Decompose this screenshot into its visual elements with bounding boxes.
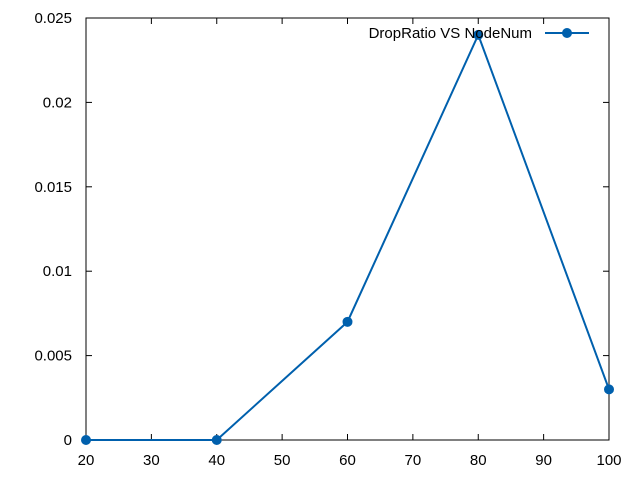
y-axis: 0 0.005 0.01 0.015 0.02 0.025 xyxy=(34,10,609,449)
data-point xyxy=(81,435,91,445)
x-tick-label: 30 xyxy=(143,452,160,469)
x-tick-label: 100 xyxy=(596,452,621,469)
data-point xyxy=(342,316,353,327)
plot-frame xyxy=(85,17,610,441)
y-tick-label: 0.01 xyxy=(43,263,72,280)
y-tick-label: 0.02 xyxy=(43,94,72,111)
data-point xyxy=(473,29,484,40)
y-tick-label: 0.015 xyxy=(34,179,72,196)
x-tick-label: 40 xyxy=(208,452,225,469)
legend-marker xyxy=(562,28,572,38)
y-tick-label: 0.025 xyxy=(34,10,72,27)
x-tick-label: 60 xyxy=(339,452,356,469)
data-point xyxy=(211,435,222,445)
legend-label: DropRatio VS NodeNum xyxy=(369,25,532,42)
x-tick-label: 20 xyxy=(78,452,95,469)
x-tick-label: 90 xyxy=(535,452,552,469)
y-tick-label: 0 xyxy=(64,432,72,449)
y-tick-label: 0.005 xyxy=(34,348,72,365)
x-tick-label: 70 xyxy=(405,452,422,469)
x-axis: 20 30 40 50 60 70 80 90 100 xyxy=(78,18,622,469)
legend: DropRatio VS NodeNum xyxy=(369,25,589,42)
x-tick-label: 50 xyxy=(274,452,291,469)
series-layer xyxy=(81,29,614,445)
data-point xyxy=(604,384,614,395)
x-tick-label: 80 xyxy=(470,452,487,469)
series-line xyxy=(86,32,610,441)
